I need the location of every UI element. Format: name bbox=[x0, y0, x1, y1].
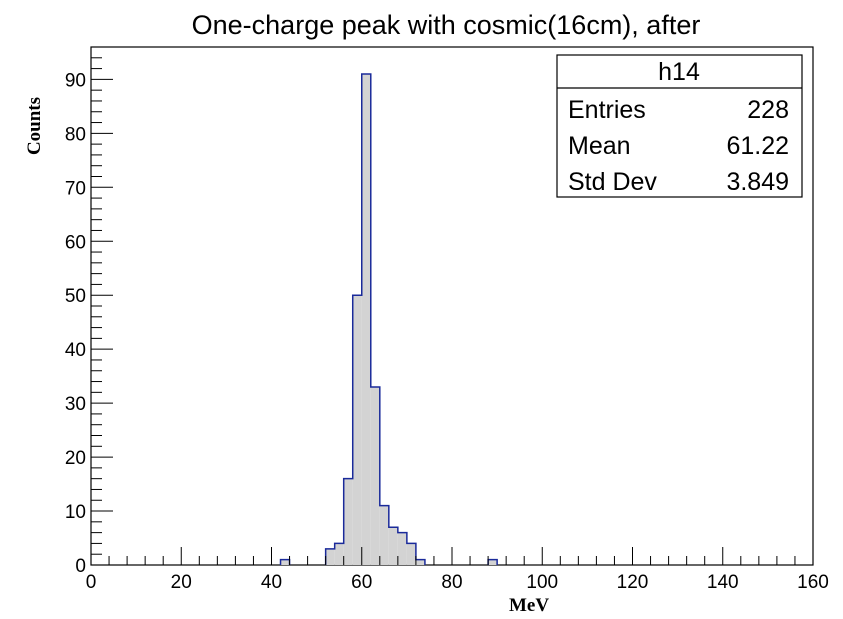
x-axis: 0 20 40 60 80 100 120 140 160 bbox=[86, 547, 829, 593]
histogram-bar bbox=[388, 527, 398, 565]
histogram-bar bbox=[280, 559, 290, 565]
y-tick-label: 20 bbox=[65, 448, 86, 469]
x-axis-label: MeV bbox=[509, 595, 549, 616]
y-tick-label: 90 bbox=[65, 70, 86, 91]
x-tick-label: 20 bbox=[171, 572, 192, 593]
y-tick-label: 80 bbox=[65, 124, 86, 145]
y-tick-label: 60 bbox=[65, 232, 86, 253]
y-axis: 0 10 20 30 40 50 60 70 80 90 bbox=[65, 46, 113, 577]
histogram-outline bbox=[279, 73, 498, 565]
stats-entries-label: Entries bbox=[568, 96, 646, 124]
histogram-bar bbox=[325, 548, 335, 565]
histogram-bar bbox=[379, 505, 389, 565]
y-tick-label: 50 bbox=[65, 286, 86, 307]
stats-stddev-value: 3.849 bbox=[726, 168, 789, 196]
y-tick-label: 0 bbox=[75, 556, 86, 577]
histogram-bar bbox=[488, 559, 498, 565]
y-tick-label: 30 bbox=[65, 394, 86, 415]
x-tick-label: 0 bbox=[86, 572, 97, 593]
x-tick-label: 160 bbox=[797, 572, 829, 593]
stats-mean-label: Mean bbox=[568, 132, 631, 160]
histogram-bar bbox=[361, 73, 371, 566]
histogram-bars bbox=[279, 73, 498, 566]
y-tick-label: 40 bbox=[65, 340, 86, 361]
chart-title: One-charge peak with cosmic(16cm), after bbox=[192, 10, 701, 40]
x-tick-label: 80 bbox=[441, 572, 462, 593]
stats-mean-value: 61.22 bbox=[726, 132, 789, 160]
x-tick-label: 100 bbox=[526, 572, 558, 593]
histogram-bar bbox=[415, 559, 425, 565]
histogram-bar bbox=[352, 295, 362, 565]
x-tick-label: 60 bbox=[351, 572, 372, 593]
stats-box-frame bbox=[556, 54, 803, 198]
stats-entries-value: 228 bbox=[747, 96, 789, 124]
y-tick-label: 10 bbox=[65, 502, 86, 523]
histogram-bar bbox=[370, 386, 380, 565]
histogram-bar bbox=[406, 543, 416, 565]
x-tick-label: 140 bbox=[707, 572, 739, 593]
stats-histogram-name: h14 bbox=[658, 58, 700, 86]
stats-box: h14 Entries 228 Mean 61.22 Std Dev 3.849 bbox=[556, 54, 803, 198]
x-tick-label: 120 bbox=[617, 572, 649, 593]
histogram-bar bbox=[334, 543, 344, 565]
x-tick-label: 40 bbox=[261, 572, 282, 593]
histogram-bar bbox=[343, 478, 353, 565]
histogram-bar bbox=[397, 532, 407, 565]
y-tick-label: 70 bbox=[65, 178, 86, 199]
stats-stddev-label: Std Dev bbox=[568, 168, 657, 196]
y-axis-label: Counts bbox=[24, 97, 45, 155]
